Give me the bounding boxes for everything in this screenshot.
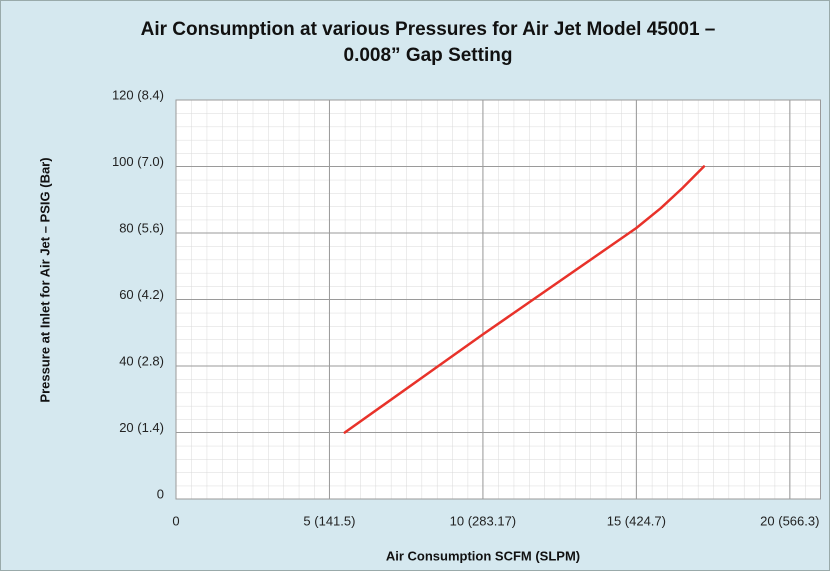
data-line bbox=[343, 165, 706, 434]
plot-border bbox=[175, 99, 821, 500]
y-tick-label: 40 (2.8) bbox=[119, 353, 164, 368]
y-tick-label: 100 (7.0) bbox=[112, 154, 164, 169]
y-tick-label: 120 (8.4) bbox=[112, 87, 164, 102]
x-tick-label: 10 (283.17) bbox=[450, 513, 517, 528]
y-tick-label: 80 (5.6) bbox=[119, 220, 164, 235]
y-tick-label: 20 (1.4) bbox=[119, 420, 164, 435]
y-tick-label: 60 (4.2) bbox=[119, 287, 164, 302]
chart-title: Air Consumption at various Pressures for… bbox=[141, 19, 716, 40]
x-tick-label: 0 bbox=[172, 513, 179, 528]
y-tick-label: 0 bbox=[157, 486, 164, 501]
y-axis-label: Pressure at Inlet for Air Jet – PSIG (Ba… bbox=[37, 157, 52, 402]
chart-title: 0.008” Gap Setting bbox=[344, 45, 513, 66]
x-tick-label: 15 (424.7) bbox=[607, 513, 666, 528]
x-tick-label: 20 (566.3) bbox=[760, 513, 819, 528]
x-axis-label: Air Consumption SCFM (SLPM) bbox=[386, 548, 580, 563]
x-tick-label: 5 (141.5) bbox=[303, 513, 355, 528]
